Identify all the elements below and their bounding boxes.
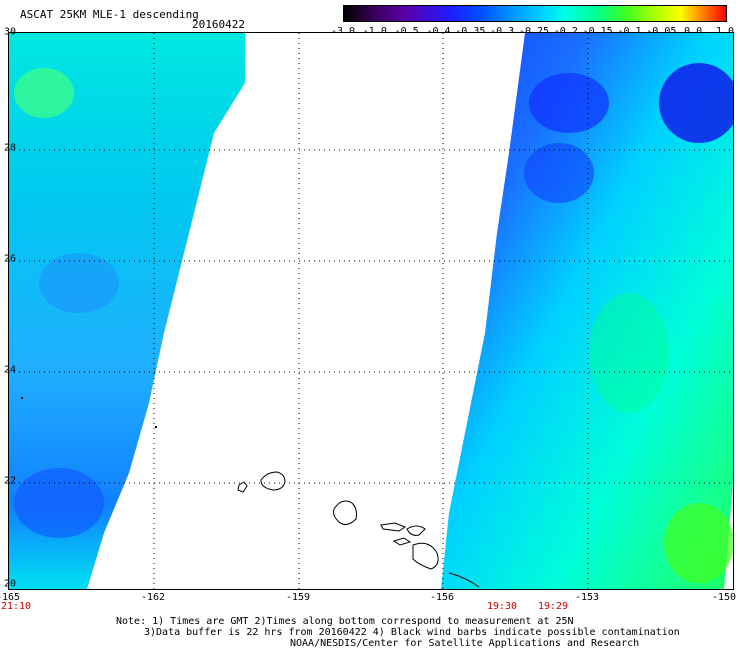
lat-label: 20: [4, 578, 17, 590]
lat-label: 22: [4, 475, 17, 487]
lat-label: 26: [4, 253, 17, 265]
map-date: 20160422: [192, 18, 245, 31]
footer-credit: NOAA/NESDIS/Center for Satellite Applica…: [290, 638, 640, 649]
right-swath: [441, 33, 733, 589]
lat-label: 28: [4, 142, 17, 154]
lon-label: -159: [285, 592, 311, 603]
lon-label: -156: [429, 592, 455, 603]
pass-time: 19:30: [486, 601, 518, 612]
map-title: ASCAT 25KM MLE-1 descending: [20, 8, 199, 21]
footer-note-1: Note: 1) Times are GMT 2)Times along bot…: [116, 616, 574, 627]
hawaii-islands: [237, 471, 480, 588]
colorbar-tick-label: 1.0: [716, 26, 734, 37]
colorbar-tick-label: -0.25: [519, 26, 549, 37]
map-panel: [8, 32, 734, 590]
colorbar: [343, 5, 727, 22]
colorbar-tick-label: -1.0: [363, 26, 387, 37]
pass-time: 21:10: [0, 601, 32, 612]
lat-label: 30: [4, 26, 17, 38]
colorbar-tick-label: -0.4: [426, 26, 450, 37]
colorbar-tick-label: -0.2: [554, 26, 578, 37]
colorbar-tick-label: -3.0: [331, 26, 355, 37]
graticule: [9, 33, 733, 589]
left-swath: [9, 33, 245, 589]
colorbar-tick-label: -0.3: [490, 26, 514, 37]
colorbar-tick-label: -0.15: [583, 26, 613, 37]
lon-label: -162: [140, 592, 166, 603]
lon-label: -150: [711, 592, 737, 603]
colorbar-tick-label: -0.05: [646, 26, 676, 37]
colorbar-tick-label: 0.0: [684, 26, 702, 37]
lon-label: -153: [574, 592, 600, 603]
colorbar-tick-label: -0.5: [395, 26, 419, 37]
lat-label: 24: [4, 364, 17, 376]
colorbar-tick-label: -0.35: [455, 26, 485, 37]
map-svg: [9, 33, 733, 589]
pass-time: 19:29: [537, 601, 569, 612]
footer-note-2: 3)Data buffer is 22 hrs from 20160422 4)…: [144, 627, 680, 638]
colorbar-tick-label: -0.1: [617, 26, 641, 37]
lon-label: -165: [0, 592, 21, 603]
